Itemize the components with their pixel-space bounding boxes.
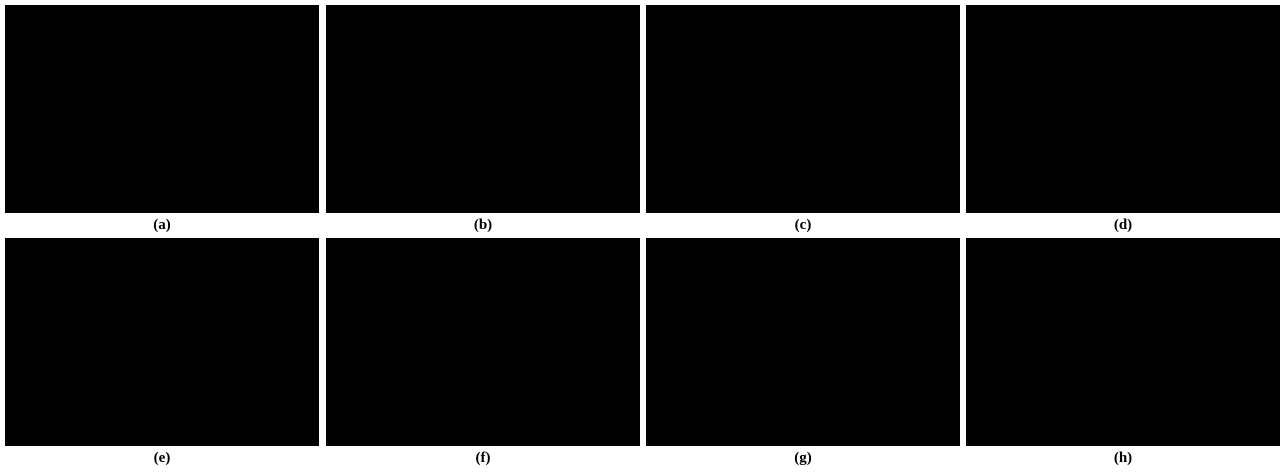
photo-image <box>326 5 640 213</box>
photo <box>326 5 640 213</box>
caption: (d) <box>966 217 1280 234</box>
figure: (a) (b) (c) (d) (e) (f) (g) (h) <box>0 0 1280 476</box>
photo <box>646 5 960 213</box>
photo-image <box>646 238 960 446</box>
photo <box>966 238 1280 446</box>
photo-image <box>646 5 960 213</box>
photo-image <box>966 5 1280 213</box>
caption: (b) <box>326 217 640 234</box>
photo-image <box>966 238 1280 446</box>
caption: (c) <box>646 217 960 234</box>
caption: (h) <box>966 450 1280 467</box>
photo-image <box>326 238 640 446</box>
photo-image <box>5 238 319 446</box>
caption: (g) <box>646 450 960 467</box>
photo-image <box>5 5 319 213</box>
caption: (e) <box>5 450 319 467</box>
caption: (a) <box>5 217 319 234</box>
caption: (f) <box>326 450 640 467</box>
photo <box>5 238 319 446</box>
photo <box>5 5 319 213</box>
photo <box>966 5 1280 213</box>
photo <box>646 238 960 446</box>
photo <box>326 238 640 446</box>
